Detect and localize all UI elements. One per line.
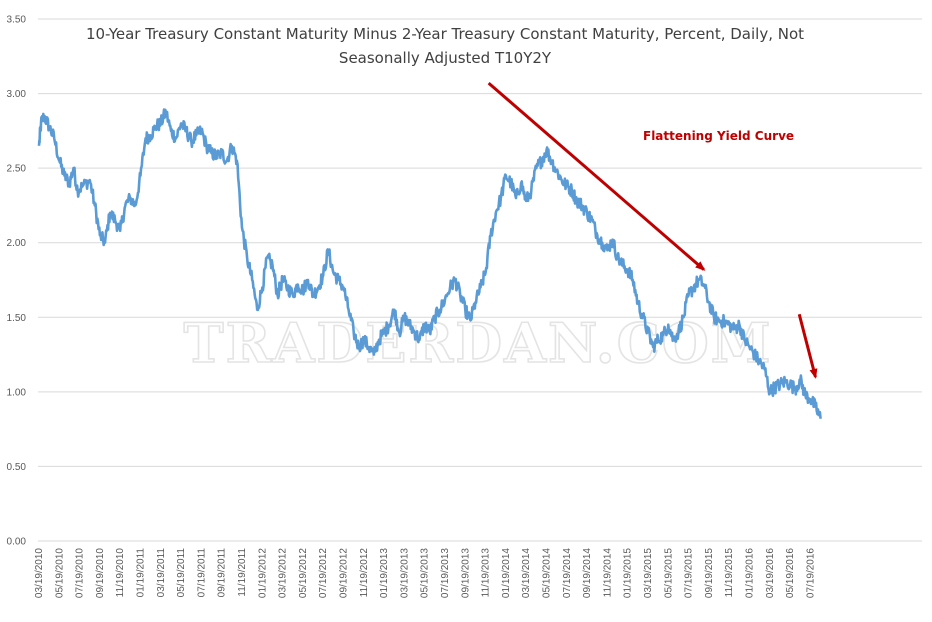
y-tick-label: 0.00 [7,537,27,548]
x-tick-label: 07/19/2012 [318,548,329,598]
x-tick-label: 03/19/2012 [278,548,289,598]
x-tick-label: 05/19/2016 [785,548,796,598]
x-tick-label: 07/19/2011 [196,548,207,598]
y-tick-label: 0.50 [7,462,27,473]
arrow-layer [487,81,818,379]
x-axis: 03/19/2010 05/19/2010 07/19/2010 09/19/2010… [34,548,816,598]
x-tick-label: 09/19/2010 [95,548,106,598]
y-axis: 0.00 0.50 1.00 1.50 2.00 2.50 3.00 3.50 [7,15,27,548]
x-tick-label: 01/19/2014 [501,548,512,598]
y-tick-label: 2.00 [7,238,27,249]
x-tick-label: 03/19/2014 [521,548,532,598]
arrow-main-trend [487,81,706,271]
x-tick-label: 09/19/2011 [217,548,228,598]
y-tick-label: 1.50 [7,313,27,324]
y-tick-label: 2.50 [7,164,27,175]
arrow-recent-trend [797,313,818,379]
x-tick-label: 07/19/2010 [75,548,86,598]
x-tick-label: 01/19/2015 [623,548,634,598]
x-tick-label: 07/19/2016 [805,548,816,598]
x-tick-label: 03/19/2015 [643,548,654,598]
x-tick-label: 05/19/2010 [54,548,65,598]
x-tick-label: 03/19/2010 [34,548,45,598]
x-tick-label: 09/19/2014 [582,548,593,598]
x-tick-label: 05/19/2015 [663,548,674,598]
y-tick-label: 3.50 [7,15,27,26]
y-tick-label: 3.00 [7,89,27,100]
x-tick-label: 07/19/2014 [562,548,573,598]
x-tick-label: 11/19/2010 [115,548,126,598]
x-tick-label: 09/19/2012 [339,548,350,598]
x-tick-label: 11/19/2013 [481,548,492,598]
chart-title: 10-Year Treasury Constant Maturity Minus… [86,25,804,43]
y-tick-label: 1.00 [7,387,27,398]
x-tick-label: 03/19/2013 [399,548,410,598]
x-tick-label: 01/19/2012 [257,548,268,598]
x-tick-label: 07/19/2015 [684,548,695,598]
x-tick-label: 03/19/2011 [156,548,167,598]
x-tick-label: 01/19/2016 [745,548,756,598]
x-tick-label: 11/19/2015 [724,548,735,598]
x-tick-label: 11/19/2011 [237,548,248,597]
series-layer [37,108,822,419]
annotation-flattening-yield-curve: Flattening Yield Curve [643,129,794,143]
x-tick-label: 05/19/2014 [542,548,553,598]
x-tick-label: 01/19/2011 [136,548,147,598]
x-tick-label: 05/19/2011 [176,548,187,598]
x-tick-label: 09/19/2013 [460,548,471,598]
gridlines [38,18,922,542]
x-tick-label: 01/19/2013 [379,548,390,598]
x-tick-label: 07/19/2013 [440,548,451,598]
x-tick-label: 11/19/2014 [602,548,613,598]
x-tick-label: 05/19/2012 [298,548,309,598]
x-tick-label: 09/19/2015 [704,548,715,598]
x-tick-label: 05/19/2013 [420,548,431,598]
watermark-text: TRADERDAN.COM [183,311,772,375]
x-tick-label: 03/19/2016 [765,548,776,598]
x-tick-label: 11/19/2012 [359,548,370,598]
chart-subtitle: Seasonally Adjusted T10Y2Y [339,49,552,67]
series-line-T10Y2Y [37,108,822,419]
